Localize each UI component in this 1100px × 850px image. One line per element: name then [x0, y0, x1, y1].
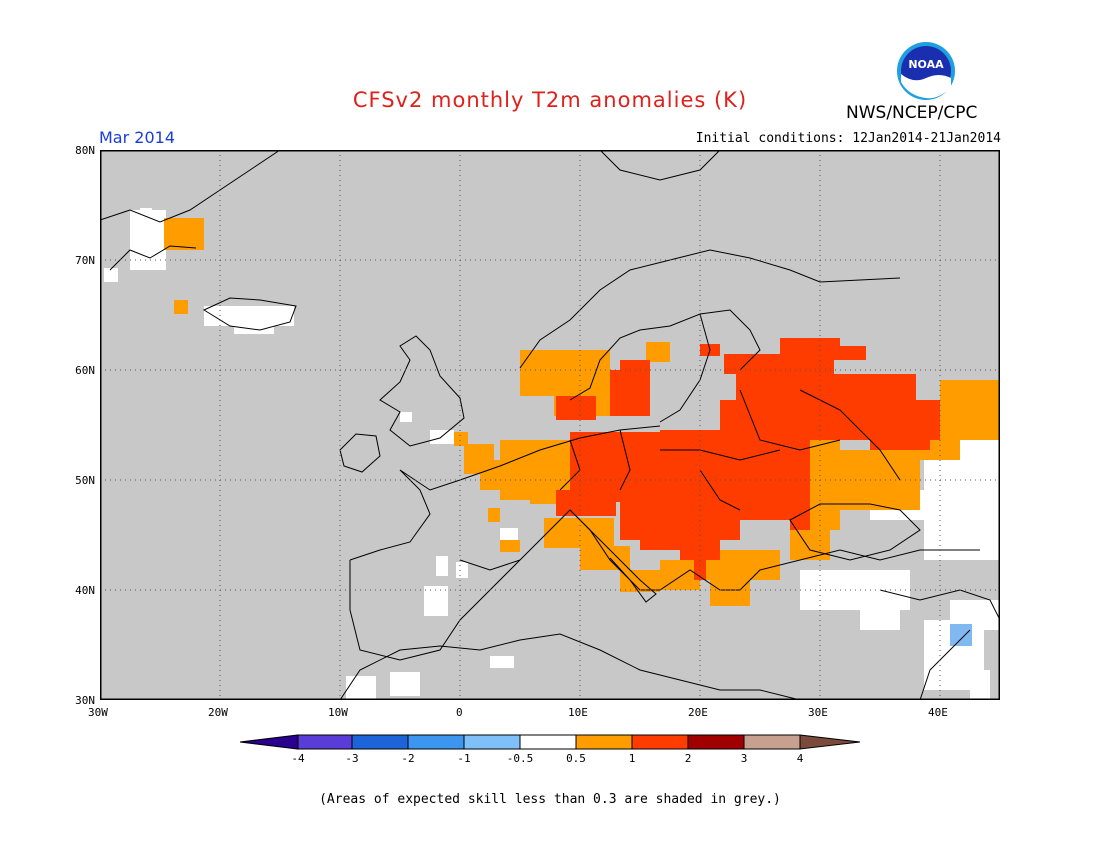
agency-label: NWS/NCEP/CPC — [846, 103, 978, 123]
warm-anomaly-1-2 — [556, 338, 940, 580]
colorbar-label: 1 — [628, 752, 636, 765]
initial-conditions: Initial conditions: 12Jan2014-21Jan2014 — [695, 131, 1001, 146]
colorbar-label: 0.5 — [566, 752, 586, 765]
logo-text: NOAA — [908, 58, 944, 71]
skill-note: (Areas of expected skill less than 0.3 a… — [319, 792, 781, 807]
lat-tick-80n: 80N — [75, 144, 95, 157]
lon-tick-10w: 10W — [328, 706, 348, 719]
chart-title: CFSv2 monthly T2m anomalies (K) — [352, 88, 748, 112]
lon-tick-40e: 40E — [928, 706, 948, 719]
colorbar-label: -4 — [291, 752, 305, 765]
colorbar-label: 2 — [684, 752, 692, 765]
lon-tick-30w: 30W — [88, 706, 108, 719]
noaa-logo-icon: NOAA — [897, 42, 955, 100]
lat-tick-60n: 60N — [75, 364, 95, 377]
lat-tick-70n: 70N — [75, 254, 95, 267]
map-frame — [99, 149, 1001, 701]
colorbar-label: -3 — [345, 752, 359, 765]
lon-tick-0: 0 — [456, 706, 463, 719]
lat-tick-40n: 40N — [75, 584, 95, 597]
colorbar-label: -1 — [457, 752, 471, 765]
lon-tick-10e: 10E — [568, 706, 588, 719]
colorbar — [240, 734, 861, 750]
forecast-month: Mar 2014 — [99, 128, 175, 147]
cool-anomaly-cell — [950, 624, 972, 646]
colorbar-label: 4 — [796, 752, 804, 765]
colorbar-label: -0.5 — [506, 752, 534, 765]
lat-tick-50n: 50N — [75, 474, 95, 487]
lon-tick-20w: 20W — [208, 706, 228, 719]
lon-tick-30e: 30E — [808, 706, 828, 719]
coastlines — [99, 149, 1001, 701]
colorbar-label: -2 — [401, 752, 415, 765]
anomaly-map — [99, 149, 1001, 704]
graticule — [100, 150, 1000, 700]
warm-anomaly-0.5-1 — [164, 218, 1000, 606]
lat-tick-30n: 30N — [75, 694, 95, 707]
lon-tick-20e: 20E — [688, 706, 708, 719]
colorbar-label: 3 — [740, 752, 748, 765]
